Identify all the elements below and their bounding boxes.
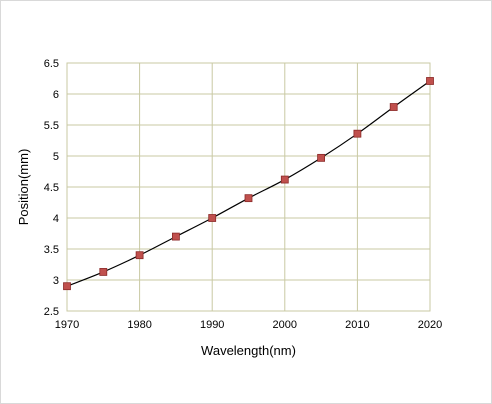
y-tick-label: 5.5 bbox=[44, 120, 59, 132]
y-tick-label: 6 bbox=[53, 89, 59, 101]
y-axis-title: Position(mm) bbox=[16, 149, 31, 226]
data-point-marker bbox=[135, 251, 144, 260]
y-tick-label: 3.5 bbox=[44, 244, 59, 256]
data-point-marker bbox=[389, 103, 398, 111]
x-tick-label: 2020 bbox=[418, 319, 442, 331]
data-point-marker bbox=[353, 129, 362, 138]
x-tick-label: 2010 bbox=[345, 319, 369, 331]
x-axis-title: Wavelength(nm) bbox=[201, 343, 296, 358]
x-tick-label: 1990 bbox=[200, 319, 224, 331]
plot-frame bbox=[66, 62, 431, 312]
x-tick-label: 1970 bbox=[55, 319, 79, 331]
x-tick-label: 2000 bbox=[273, 319, 297, 331]
data-point-marker bbox=[426, 77, 434, 85]
y-tick-label: 4.5 bbox=[44, 182, 59, 194]
data-point-marker bbox=[280, 175, 289, 184]
data-point-marker bbox=[99, 268, 108, 276]
y-axis-tick-labels: 2.5 3 3.5 4 4.5 5 5.5 6 6.5 bbox=[44, 58, 59, 318]
y-tick-label: 2.5 bbox=[44, 306, 59, 318]
data-point-marker bbox=[317, 153, 326, 162]
data-point-marker bbox=[63, 282, 71, 291]
y-tick-label: 5 bbox=[53, 151, 59, 163]
data-point-marker bbox=[171, 232, 180, 241]
y-tick-label: 3 bbox=[53, 275, 59, 287]
data-point-marker bbox=[208, 214, 217, 222]
x-axis-tick-labels: 1970 1980 1990 2000 2010 2020 bbox=[55, 319, 442, 331]
y-tick-label: 6.5 bbox=[44, 58, 59, 70]
data-point-marker bbox=[244, 194, 253, 203]
x-tick-label: 1980 bbox=[127, 319, 151, 331]
y-tick-label: 4 bbox=[53, 213, 59, 225]
data-points bbox=[63, 77, 434, 291]
